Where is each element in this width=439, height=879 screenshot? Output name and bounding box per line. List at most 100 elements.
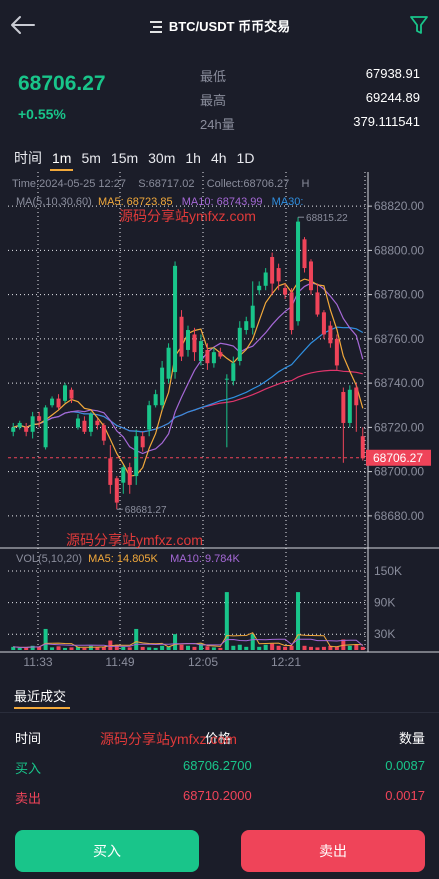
kline-chart[interactable]: 68820.00 68800.00 68780.00 68760.00 68740.00… bbox=[0, 172, 439, 672]
back-button[interactable] bbox=[8, 12, 38, 38]
tab-15m[interactable]: 15m bbox=[110, 150, 139, 166]
volume-bar bbox=[30, 645, 35, 650]
volume-bar bbox=[257, 646, 262, 650]
ma-label: MA(5,10,30,60) bbox=[16, 196, 92, 208]
volume-bar bbox=[334, 646, 339, 650]
vol-ma10-value: MA10: 9.784K bbox=[170, 553, 240, 565]
volume-bar bbox=[134, 628, 139, 650]
time-tick-label: 12:05 bbox=[188, 655, 218, 669]
candle-body bbox=[108, 458, 113, 485]
price-tick-label: 68700.00 bbox=[374, 465, 424, 479]
candle-body bbox=[354, 387, 359, 406]
candle-body bbox=[88, 414, 93, 432]
volume-bar bbox=[308, 646, 313, 650]
candle-body bbox=[24, 427, 29, 432]
kline-chart-canvas[interactable]: 68820.00 68800.00 68780.00 68760.00 68740.00… bbox=[0, 172, 439, 672]
volume-bar bbox=[360, 646, 365, 650]
sell-button[interactable]: 卖出 bbox=[241, 830, 425, 872]
tab-4h[interactable]: 4h bbox=[210, 150, 227, 166]
buy-button[interactable]: 买入 bbox=[15, 830, 199, 872]
candle-body bbox=[341, 391, 346, 423]
current-price-badge bbox=[366, 449, 431, 466]
low-marker-label: 68681.27 bbox=[125, 505, 167, 516]
candle-body bbox=[237, 327, 242, 361]
volume-bar bbox=[218, 647, 223, 650]
trade-row: 卖出 68710.2000 0.0017 bbox=[0, 788, 439, 812]
tab-time[interactable]: 时间 bbox=[14, 150, 42, 166]
candle-body bbox=[296, 221, 301, 322]
candle-body bbox=[37, 416, 42, 421]
volume-bar bbox=[354, 644, 359, 650]
menu-icon[interactable] bbox=[149, 21, 163, 33]
volume-bar bbox=[185, 645, 191, 650]
time-tick-label: 12:21 bbox=[271, 655, 301, 669]
candle-body bbox=[121, 467, 126, 483]
volume-bar bbox=[198, 643, 203, 650]
tab-5m[interactable]: 5m bbox=[81, 150, 101, 166]
candle-body bbox=[56, 398, 61, 408]
tab-1m[interactable]: 1m bbox=[49, 150, 74, 171]
trade-price: 68706.2700 bbox=[183, 758, 252, 773]
candle-body bbox=[231, 363, 236, 381]
price-tick-label: 68820.00 bbox=[374, 199, 424, 213]
volume-bar bbox=[289, 645, 294, 650]
volume-bar bbox=[11, 646, 16, 650]
candle-body bbox=[308, 261, 313, 291]
volume-tick-label: 90K bbox=[374, 596, 395, 610]
volume-bar bbox=[205, 646, 210, 650]
volume-tick-label: 150K bbox=[374, 564, 402, 578]
chart-time: Time:2024-05-25 12:27 bbox=[12, 178, 126, 190]
chart-collect: Collect:68706.27 bbox=[206, 178, 290, 190]
watermark-2: 源码分享站ymfxz.com bbox=[66, 532, 203, 548]
volume-bar bbox=[114, 644, 119, 650]
trade-side: 卖出 bbox=[15, 791, 42, 806]
ma10-value: MA10: 68743.99 bbox=[181, 196, 263, 208]
candle-body bbox=[192, 334, 197, 353]
time-tick-label: 11:49 bbox=[105, 655, 134, 669]
candle-body bbox=[95, 420, 100, 426]
candle-body bbox=[134, 436, 139, 477]
volume-bar bbox=[147, 647, 152, 650]
volume-bar bbox=[341, 639, 346, 650]
interval-tabs: 时间 1m 5m 15m 30m 1h 4h 1D bbox=[14, 146, 264, 171]
volume-bar bbox=[101, 646, 106, 650]
last-price: 68706.27 bbox=[18, 72, 106, 95]
volume-bar bbox=[321, 646, 326, 650]
tab-1d[interactable]: 1D bbox=[236, 150, 255, 166]
arrow-left-icon bbox=[11, 16, 35, 34]
candle-body bbox=[160, 367, 165, 406]
candle-body bbox=[302, 239, 307, 269]
chart-s: S:68717.02 bbox=[138, 178, 195, 190]
ticker-panel: 68706.27 +0.55% 最低 67938.91 最高 69244.89 … bbox=[0, 60, 439, 140]
volume-bar bbox=[140, 646, 145, 650]
candle-body bbox=[101, 425, 106, 441]
volume-bar bbox=[166, 646, 171, 650]
candle-body bbox=[166, 347, 171, 379]
price-tick-label: 68780.00 bbox=[374, 288, 424, 302]
volume-bar bbox=[231, 645, 236, 650]
trades-title[interactable]: 最近成交 bbox=[14, 689, 67, 704]
candle-body bbox=[205, 349, 210, 364]
page-title-wrap: BTC/USDT 币币交易 bbox=[0, 16, 439, 35]
watermark-1: 源码分享站ymfxz.com bbox=[119, 208, 256, 224]
tab-1h[interactable]: 1h bbox=[185, 150, 201, 166]
low-label: 最低 bbox=[200, 69, 227, 84]
filter-button[interactable] bbox=[409, 14, 429, 36]
chart-info-line: Time:2024-05-25 12:27 S:68717.02 Collect… bbox=[12, 178, 309, 190]
volume-bar bbox=[263, 644, 268, 650]
price-tick-label: 68760.00 bbox=[374, 332, 424, 346]
ma60-line bbox=[13, 369, 363, 433]
trade-side: 买入 bbox=[15, 761, 42, 776]
trade-qty: 0.0087 bbox=[385, 758, 425, 773]
tab-30m[interactable]: 30m bbox=[148, 150, 176, 166]
volume-bar bbox=[75, 646, 80, 650]
volume-ma10-line bbox=[13, 638, 364, 648]
candle-body bbox=[250, 305, 255, 328]
price-tick-label: 68720.00 bbox=[374, 420, 424, 434]
candle-body bbox=[198, 341, 203, 361]
chart-h: H bbox=[301, 178, 310, 190]
candle-body bbox=[63, 385, 68, 401]
action-bar: 买入 卖出 bbox=[0, 826, 439, 879]
volume-bar bbox=[173, 634, 178, 650]
candle-body bbox=[75, 418, 80, 428]
